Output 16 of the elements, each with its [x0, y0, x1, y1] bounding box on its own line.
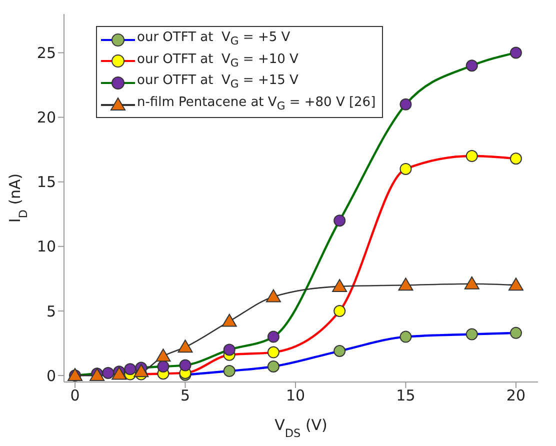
x-tick-label: 10: [286, 386, 306, 405]
x-axis-title: V$_{DS}$ (V): [274, 416, 328, 440]
y-tick-label: 20: [36, 108, 56, 127]
legend-label: our OTFT at V$_{G}$ = +15 V: [137, 72, 298, 93]
y-tick-label: 15: [36, 173, 56, 192]
legend-label: n-film Pentacene at V$_{G}$ = +80 V [26]: [137, 94, 376, 114]
y-tick-label: 10: [36, 238, 56, 256]
legend-label: our OTFT at V$_{G}$ = +10 V: [137, 50, 298, 72]
x-tick-label: 5: [180, 386, 190, 405]
legend-label: our OTFT at V$_{G}$ = +5 V: [137, 29, 290, 50]
y-tick-label: 0: [46, 366, 56, 385]
y-tick-label: 5: [46, 302, 56, 320]
x-tick-label: 20: [506, 386, 526, 405]
x-tick-label: 0: [70, 386, 80, 405]
y-tick-label: 25: [36, 44, 56, 62]
x-tick-label: 15: [396, 386, 416, 405]
